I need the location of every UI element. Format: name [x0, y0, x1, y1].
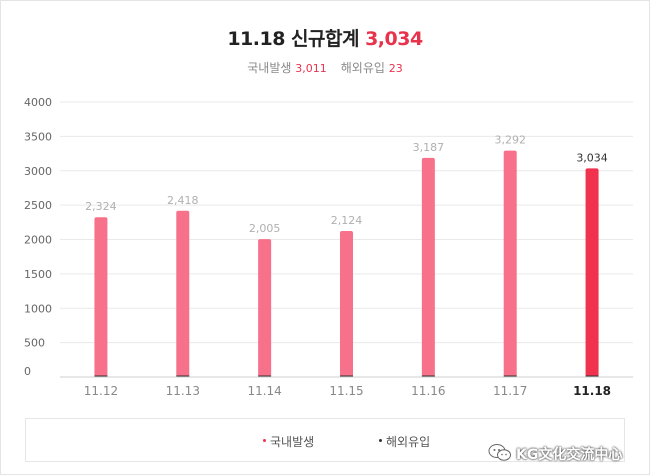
x-tick-label: 11.15 — [329, 384, 363, 398]
data-label: 3,292 — [494, 134, 526, 147]
legend-label-domestic: 국내발생 — [270, 435, 315, 449]
legend-item-imported[interactable]: 해외유입 — [379, 433, 430, 450]
y-tick-label: 500 — [24, 337, 45, 350]
y-tick-label: 0 — [24, 365, 31, 378]
x-tick-label: 11.18 — [573, 384, 611, 398]
legend: 국내발생 해외유입 — [25, 418, 625, 462]
bar-chart: 0 500 1000 1500 2000 2500 3000 3500 4000 2,324 11.… — [24, 96, 633, 398]
watermark-text: KG文化交流中心 — [516, 447, 623, 463]
bar — [176, 210, 190, 377]
x-tick-label: 11.17 — [493, 384, 527, 398]
bar — [340, 230, 353, 377]
y-tick-label: 1000 — [24, 302, 52, 315]
y-tick-label: 3500 — [24, 130, 52, 143]
bar-imported-segment — [421, 375, 435, 377]
watermark: KG文化交流中心 — [488, 442, 638, 464]
data-label: 3,187 — [413, 141, 445, 154]
y-tick-label: 1500 — [24, 268, 52, 281]
chart-title: 11.18 신규합계 3,034 — [0, 24, 650, 51]
bar-imported-segment — [340, 375, 353, 377]
title-prefix: 11.18 신규합계 — [227, 28, 359, 50]
imported-label: 해외유입 — [340, 61, 385, 75]
legend-label-imported: 해외유입 — [386, 435, 431, 449]
data-label: 2,324 — [85, 200, 117, 213]
bar — [421, 157, 435, 377]
data-label: 3,034 — [576, 151, 608, 164]
y-tick-label: 4000 — [24, 96, 52, 109]
x-tick-label: 11.14 — [247, 384, 281, 398]
chart-subtitle: 국내발생 3,011 해외유입 23 — [0, 59, 650, 76]
legend-item-domestic[interactable]: 국내발생 — [263, 433, 314, 450]
x-tick-label: 11.12 — [84, 384, 118, 398]
bar-imported-segment — [258, 375, 272, 377]
y-tick-label: 3000 — [24, 165, 52, 178]
domestic-value: 3,011 — [295, 62, 327, 75]
wechat-icon — [488, 444, 511, 461]
bar-imported-segment — [585, 375, 599, 377]
bar — [585, 168, 599, 377]
x-tick-label: 11.16 — [411, 384, 445, 398]
bar-imported-segment — [94, 375, 108, 377]
x-tick-label: 11.13 — [166, 384, 200, 398]
legend-dot-imported — [379, 439, 382, 442]
data-label: 2,005 — [249, 222, 281, 235]
domestic-label: 국내발생 — [247, 61, 292, 75]
legend-dot-domestic — [263, 439, 266, 442]
title-total: 3,034 — [365, 28, 423, 50]
data-label: 2,418 — [167, 194, 199, 207]
imported-value: 23 — [388, 62, 403, 75]
y-tick-label: 2500 — [24, 199, 52, 212]
data-label: 2,124 — [331, 214, 363, 227]
bar-imported-segment — [176, 375, 190, 377]
bar — [503, 150, 517, 377]
bar — [94, 217, 108, 377]
y-tick-label: 2000 — [24, 234, 52, 247]
bar-imported-segment — [503, 375, 517, 377]
bar — [258, 239, 272, 377]
